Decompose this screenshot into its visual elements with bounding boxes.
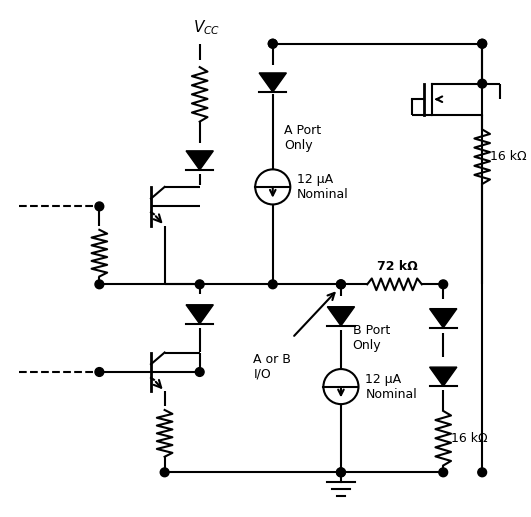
Circle shape — [478, 468, 486, 477]
Circle shape — [337, 280, 345, 288]
Text: 12 μA
Nominal: 12 μA Nominal — [297, 173, 349, 201]
Circle shape — [478, 39, 486, 48]
Circle shape — [195, 368, 204, 376]
Polygon shape — [186, 151, 213, 170]
Polygon shape — [186, 305, 213, 324]
Text: $V_{CC}$: $V_{CC}$ — [193, 19, 220, 37]
Circle shape — [95, 368, 104, 376]
Circle shape — [478, 79, 486, 88]
Circle shape — [195, 280, 204, 288]
Circle shape — [268, 39, 277, 48]
Text: 16 kΩ: 16 kΩ — [490, 150, 527, 163]
Circle shape — [439, 280, 448, 288]
Text: 12 μA
Nominal: 12 μA Nominal — [365, 373, 417, 401]
Polygon shape — [327, 307, 355, 326]
Text: A or B
I/O: A or B I/O — [253, 353, 291, 381]
Text: 72 kΩ: 72 kΩ — [377, 260, 418, 273]
Polygon shape — [259, 73, 286, 92]
Text: 16 kΩ: 16 kΩ — [451, 432, 487, 445]
Circle shape — [268, 280, 277, 288]
Circle shape — [95, 280, 104, 288]
Circle shape — [337, 280, 345, 288]
Polygon shape — [430, 309, 457, 328]
Circle shape — [337, 468, 345, 477]
Polygon shape — [430, 367, 457, 386]
Circle shape — [337, 468, 345, 477]
Circle shape — [95, 202, 104, 211]
Circle shape — [160, 468, 169, 477]
Text: B Port
Only: B Port Only — [353, 324, 390, 352]
Text: A Port
Only: A Port Only — [285, 124, 322, 152]
Circle shape — [439, 468, 448, 477]
Circle shape — [268, 39, 277, 48]
Circle shape — [478, 39, 486, 48]
